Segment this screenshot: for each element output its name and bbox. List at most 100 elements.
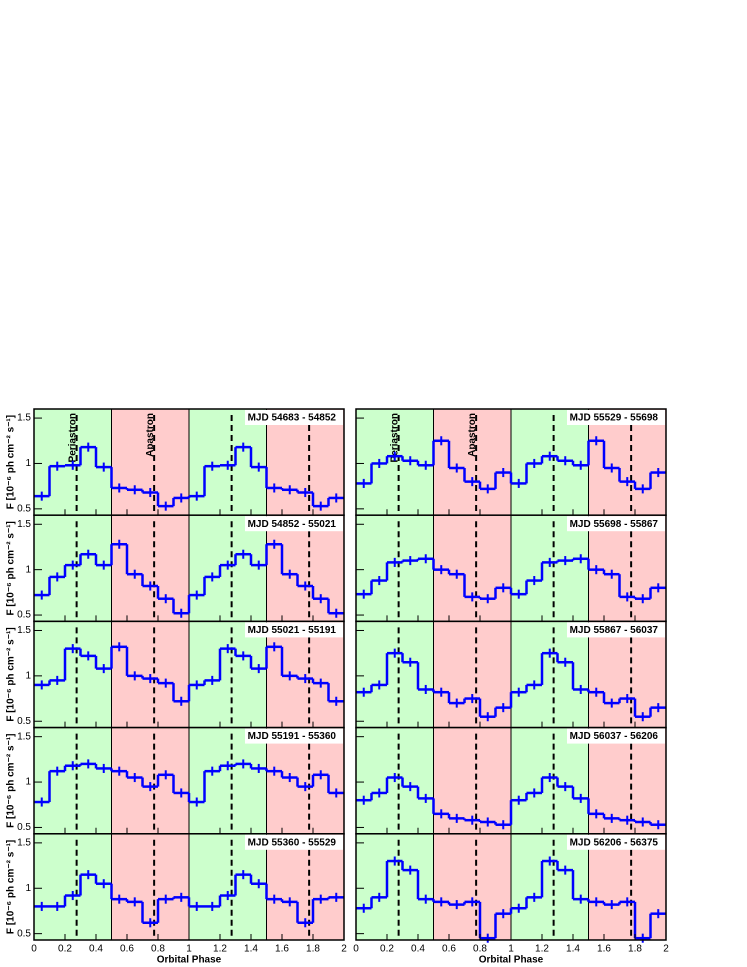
x-tick-label: 1.4 xyxy=(566,944,580,955)
x-tick-label: 0.2 xyxy=(380,944,394,955)
x-tick-label: 0.4 xyxy=(411,944,425,955)
phase-region xyxy=(34,621,112,728)
phase-region xyxy=(511,621,589,728)
panel: 0 0.2 0.4 0.6 0.8 1 1.2 1.4 1.6 1.8 2 MJD 56206 - 5… xyxy=(353,833,669,955)
x-tick-label: 0.6 xyxy=(120,944,134,955)
x-tick-label: 0.8 xyxy=(473,944,487,955)
x-tick-label: 1.2 xyxy=(535,944,549,955)
title-box xyxy=(567,728,665,744)
title-box xyxy=(567,516,665,532)
x-tick-label: 1 xyxy=(186,944,192,955)
phase-region xyxy=(111,727,189,834)
x-tick-label: 1.8 xyxy=(628,944,642,955)
panel-title: MJD 55529 - 55698 xyxy=(570,413,659,424)
phase-region xyxy=(588,833,666,940)
y-tick-label: 1.5 xyxy=(17,731,31,742)
panel-title: MJD 54852 - 55021 xyxy=(248,519,337,530)
y-tick-label: 1 xyxy=(25,777,31,788)
phase-region xyxy=(511,833,589,940)
y-axis-label: F [10⁻⁶ ph cm⁻² s⁻¹] xyxy=(6,627,17,721)
phase-region xyxy=(588,409,666,516)
phase-marker-label: Periastron xyxy=(389,413,400,462)
phase-region xyxy=(189,621,267,728)
phase-marker-label: Periastron xyxy=(67,413,78,462)
title-box xyxy=(567,622,665,638)
phase-region xyxy=(433,833,511,940)
title-box xyxy=(245,516,343,532)
x-tick-label: 1.6 xyxy=(597,944,611,955)
phase-region xyxy=(189,727,267,834)
phase-region xyxy=(189,833,267,940)
phase-marker-label: Apastron xyxy=(145,413,156,457)
x-tick-label: 0.2 xyxy=(58,944,72,955)
panel-title: MJD 56037 - 56206 xyxy=(570,731,659,742)
panel: Periastron Apastron 0.5 1 1.5F [10⁻⁶ ph cm⁻²… xyxy=(6,408,345,516)
y-tick-label: 1 xyxy=(25,564,31,575)
y-axis-label: F [10⁻⁶ ph cm⁻² s⁻¹] xyxy=(6,734,17,828)
title-box xyxy=(245,834,343,850)
title-box xyxy=(245,728,343,744)
y-tick-label: 1.5 xyxy=(17,838,31,849)
phase-region xyxy=(433,409,511,516)
phase-region xyxy=(266,727,344,834)
panel-title: MJD 55360 - 55529 xyxy=(248,837,337,848)
phase-region xyxy=(511,515,589,622)
panel: 0.5 1 1.5F [10⁻⁶ ph cm⁻² s⁻¹] MJD 55191 - 5… xyxy=(6,726,345,835)
x-tick-label: 0 xyxy=(353,944,359,955)
y-tick-label: 1.5 xyxy=(17,519,31,530)
phase-marker-label: Apastron xyxy=(467,413,478,457)
panel: MJD 55698 - 55867 xyxy=(355,514,667,623)
x-tick-label: 0.4 xyxy=(89,944,103,955)
title-box xyxy=(245,622,343,638)
phase-region xyxy=(356,515,434,622)
phase-region xyxy=(433,621,511,728)
y-tick-label: 1 xyxy=(25,671,31,682)
y-tick-label: 1.5 xyxy=(17,625,31,636)
panel-title: MJD 55021 - 55191 xyxy=(248,625,337,636)
title-box xyxy=(567,834,665,850)
x-axis-label: Orbital Phase xyxy=(479,955,544,966)
x-tick-label: 0 xyxy=(31,944,37,955)
panel: MJD 56037 - 56206 xyxy=(355,726,667,835)
x-tick-label: 2 xyxy=(341,944,347,955)
title-box xyxy=(245,410,343,425)
y-tick-label: 1 xyxy=(25,458,31,469)
y-tick-label: 0.5 xyxy=(17,928,31,939)
phase-region xyxy=(511,409,589,516)
x-tick-label: 1.8 xyxy=(306,944,320,955)
x-tick-label: 1.4 xyxy=(244,944,258,955)
y-axis-label: F [10⁻⁶ ph cm⁻² s⁻¹] xyxy=(6,840,17,934)
y-tick-label: 0.5 xyxy=(17,503,31,514)
y-tick-label: 1 xyxy=(25,883,31,894)
y-axis-label: F [10⁻⁶ ph cm⁻² s⁻¹] xyxy=(6,521,17,615)
panel-title: MJD 55698 - 55867 xyxy=(570,519,659,530)
x-tick-label: 0.6 xyxy=(442,944,456,955)
y-axis-label: F [10⁻⁶ ph cm⁻² s⁻¹] xyxy=(6,415,17,509)
x-tick-label: 2 xyxy=(663,944,669,955)
panel-title: MJD 55867 - 56037 xyxy=(570,625,659,636)
panel: 0.5 1 1.5F [10⁻⁶ ph cm⁻² s⁻¹] MJD 54852 - 5… xyxy=(6,514,345,623)
y-tick-label: 0.5 xyxy=(17,716,31,727)
panel-title: MJD 54683 - 54852 xyxy=(248,413,337,424)
phase-region xyxy=(588,621,666,728)
panel-title: MJD 55191 - 55360 xyxy=(248,731,337,742)
x-tick-label: 1.6 xyxy=(275,944,289,955)
panel: 0.5 1 1.5 0 0.2 0.4 0.6 0.8 1 1.2 1.4 1.6 1.8 2 F [10⁻… xyxy=(6,833,347,955)
panel-title: MJD 56206 - 56375 xyxy=(570,837,659,848)
phase-region xyxy=(433,515,511,622)
x-tick-label: 1.2 xyxy=(213,944,227,955)
x-tick-label: 0.8 xyxy=(151,944,165,955)
panel: 0.5 1 1.5F [10⁻⁶ ph cm⁻² s⁻¹] MJD 55021 - 5… xyxy=(6,620,345,729)
panel: Periastron Apastron MJD 55529 - 55698 xyxy=(355,408,667,516)
phase-region xyxy=(34,727,112,834)
y-tick-label: 0.5 xyxy=(17,610,31,621)
phase-region xyxy=(356,409,434,516)
phase-region xyxy=(34,833,112,940)
y-tick-label: 1.5 xyxy=(17,413,31,424)
phase-region xyxy=(266,515,344,622)
panel: MJD 55867 - 56037 xyxy=(355,620,667,729)
x-axis-label: Orbital Phase xyxy=(157,955,222,966)
y-tick-label: 0.5 xyxy=(17,822,31,833)
